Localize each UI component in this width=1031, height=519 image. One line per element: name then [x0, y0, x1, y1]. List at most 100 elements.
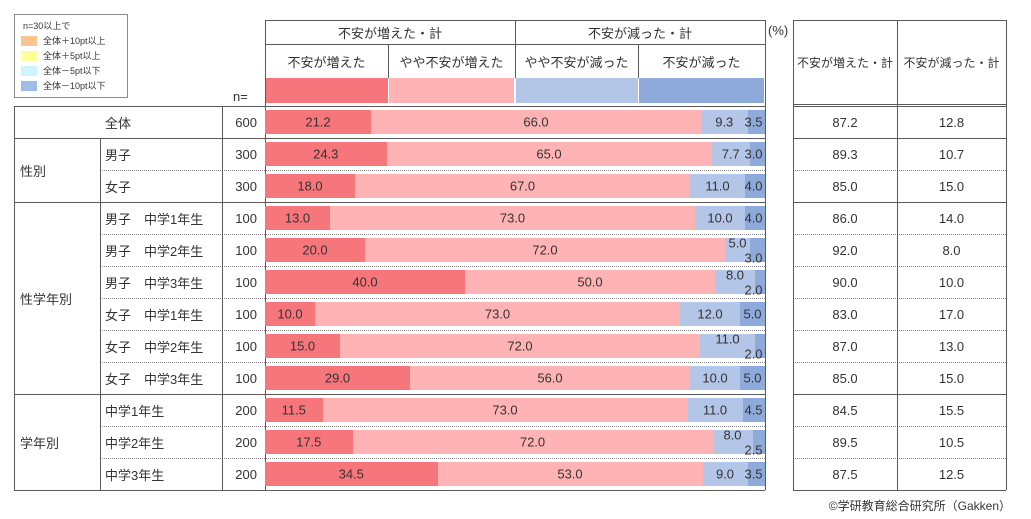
header-divider: [388, 44, 389, 78]
n-value: 200: [235, 466, 257, 482]
row-label: 全体: [104, 115, 131, 131]
row-separator-dotted: [100, 170, 765, 171]
data-label: 34.5: [338, 466, 364, 482]
row-separator-dotted: [100, 234, 765, 235]
row-label: 中学3年生: [105, 467, 165, 483]
data-label: 72.0: [507, 338, 533, 354]
row-separator-dotted: [793, 458, 1006, 459]
legend-item: 全体－5pt以下: [21, 63, 121, 78]
data-label: 10.0: [702, 370, 728, 386]
data-label: 21.2: [305, 114, 331, 130]
total-increase-value: 84.5: [832, 402, 858, 418]
header-sub-slight-decrease: やや不安が減った: [524, 54, 629, 70]
n-value: 600: [235, 114, 257, 130]
row-label: 男子 中学1年生: [105, 211, 204, 227]
group-label: 性別: [20, 163, 47, 179]
bar-segment: [690, 174, 745, 198]
bar-segment: [322, 398, 688, 422]
data-label: 3.0: [744, 146, 763, 162]
unit-label: (%): [768, 23, 789, 38]
header-total-increase: 不安が増えた・計: [796, 55, 893, 70]
data-label: 73.0: [492, 402, 518, 418]
data-label: 10.0: [707, 210, 733, 226]
legend-box: n=30以上で 全体＋10pt以上 全体＋5pt以上 全体－5pt以下 全体－1…: [14, 14, 128, 98]
row-separator: [793, 138, 1006, 139]
bar-segment: [365, 238, 725, 262]
data-label: 8.0: [725, 267, 745, 283]
bar-segment: [352, 430, 713, 454]
row-label: 男子: [105, 147, 132, 163]
total-increase-value: 87.0: [832, 338, 858, 354]
data-label: 29.0: [324, 370, 351, 386]
total-decrease-value: 13.0: [938, 338, 965, 354]
bar-segment: [265, 238, 365, 262]
bar-segment: [742, 398, 765, 422]
bar-segment: [700, 334, 755, 358]
row-label: 女子 中学3年生: [105, 371, 204, 387]
group-label: 性学年別: [20, 291, 73, 307]
bar-segment: [265, 174, 355, 198]
row-separator-dotted: [793, 298, 1006, 299]
row-separator-dotted: [793, 234, 1006, 235]
n-value: 300: [235, 178, 257, 194]
data-label: 13.0: [284, 210, 311, 226]
data-label: 4.0: [744, 178, 763, 194]
header-group-increase: 不安が増えた・計: [337, 25, 442, 41]
total-decrease-value: 10.0: [938, 274, 965, 290]
bar-segment: [265, 270, 465, 294]
data-label: 10.0: [277, 306, 303, 322]
data-label: 4.0: [744, 210, 763, 226]
total-increase-value: 85.0: [832, 370, 858, 386]
legend-swatch-cyan: [21, 65, 37, 76]
series-swatch-decrease: [639, 78, 764, 103]
n-value: 100: [235, 210, 257, 226]
bar-segment: [740, 366, 765, 390]
total-decrease-value: 12.5: [938, 466, 965, 482]
bar-segment: [745, 174, 765, 198]
total-increase-value: 85.0: [832, 178, 858, 194]
legend-item: 全体＋5pt以上: [21, 48, 121, 63]
total-increase-value: 89.5: [832, 434, 858, 450]
bar-segment: [315, 302, 680, 326]
bar-segment: [702, 462, 748, 486]
data-label: 18.0: [297, 178, 323, 194]
n-value: 100: [235, 370, 257, 386]
legend-title: n=30以上で: [23, 21, 71, 31]
right-table-top-line: [793, 20, 1006, 21]
data-label: 67.0: [509, 178, 536, 194]
bar-segment: [265, 366, 410, 390]
data-label: 65.0: [536, 146, 562, 162]
data-label: 72.0: [532, 242, 558, 258]
row-label: 男子 中学3年生: [105, 275, 204, 291]
row-separator: [793, 202, 1006, 203]
row-separator: [14, 138, 765, 139]
header-group-decrease: 不安が減った・計: [587, 25, 692, 41]
data-label: 53.0: [557, 466, 583, 482]
data-label: 3.5: [744, 114, 763, 130]
header-total-decrease: 不安が減った・計: [903, 55, 1000, 70]
total-decrease-value: 15.0: [938, 370, 965, 386]
row-separator: [793, 106, 1006, 107]
header-divider: [638, 44, 639, 78]
data-label: 11.0: [705, 178, 730, 194]
data-label: 4.5: [744, 402, 763, 418]
bar-segment: [437, 462, 703, 486]
n-value: 100: [235, 274, 257, 290]
legend-label: 全体－5pt以下: [43, 66, 101, 76]
total-decrease-value: 15.0: [938, 178, 965, 194]
bar-segment: [712, 430, 753, 454]
column-divider: [1006, 20, 1007, 490]
row-separator-dotted: [100, 458, 765, 459]
column-divider: [897, 20, 898, 490]
data-label: 8.0: [723, 427, 742, 443]
total-increase-value: 87.2: [832, 114, 858, 130]
bar-segment: [687, 398, 743, 422]
data-label: 73.0: [484, 306, 511, 322]
row-separator: [14, 106, 765, 107]
bar-segment: [265, 110, 371, 134]
header-sub-decrease: 不安が減った: [662, 54, 741, 70]
row-label: 中学2年生: [105, 435, 165, 451]
data-label: 17.5: [296, 434, 322, 450]
data-label: 3.5: [744, 466, 763, 482]
bar-segment: [755, 270, 765, 294]
